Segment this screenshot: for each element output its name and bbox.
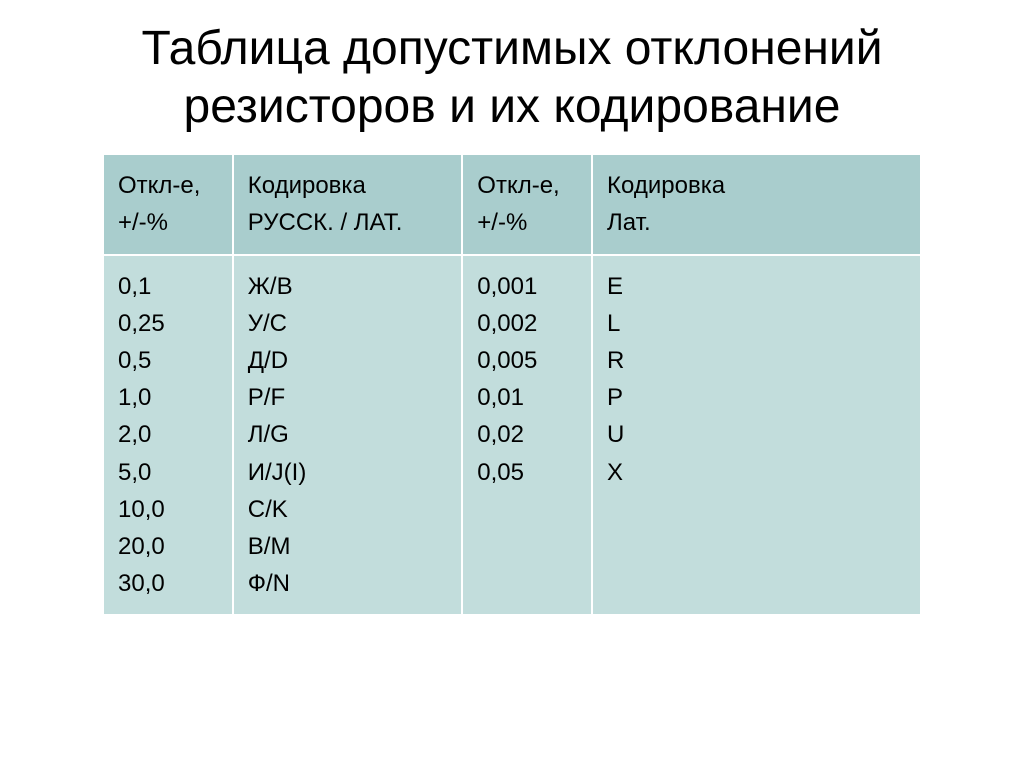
body-cell-encoding-rus-lat: Ж/BУ/CД/DР/FЛ/GИ/J(I)С/KВ/MФ/N bbox=[233, 255, 463, 616]
cell-value: 0,02 bbox=[477, 416, 577, 453]
cell-value: 0,1 bbox=[118, 268, 218, 305]
cell-value: Л/G bbox=[248, 416, 448, 453]
header-cell-deviation-2: Откл-е, +/-% bbox=[462, 154, 592, 254]
cell-value: 1,0 bbox=[118, 379, 218, 416]
header-line: +/-% bbox=[118, 204, 218, 241]
cell-value: 0,001 bbox=[477, 268, 577, 305]
body-cell-deviation-1: 0,10,250,51,02,05,010,020,030,0 bbox=[103, 255, 233, 616]
cell-value: X bbox=[607, 454, 906, 491]
cell-value: 30,0 bbox=[118, 565, 218, 602]
cell-value: 2,0 bbox=[118, 416, 218, 453]
cell-value: 20,0 bbox=[118, 528, 218, 565]
header-line: Кодировка bbox=[607, 167, 906, 204]
cell-value: 10,0 bbox=[118, 491, 218, 528]
cell-value: Д/D bbox=[248, 342, 448, 379]
cell-value: В/M bbox=[248, 528, 448, 565]
header-cell-encoding-rus-lat: Кодировка РУССК. / ЛАТ. bbox=[233, 154, 463, 254]
cell-value: 5,0 bbox=[118, 454, 218, 491]
cell-value: Р/F bbox=[248, 379, 448, 416]
cell-value: R bbox=[607, 342, 906, 379]
cell-value: 0,25 bbox=[118, 305, 218, 342]
cell-value: L bbox=[607, 305, 906, 342]
header-line: РУССК. / ЛАТ. bbox=[248, 204, 448, 241]
cell-value: 0,01 bbox=[477, 379, 577, 416]
header-line: Кодировка bbox=[248, 167, 448, 204]
table-body-row: 0,10,250,51,02,05,010,020,030,0 Ж/BУ/CД/… bbox=[103, 255, 921, 616]
cell-value: И/J(I) bbox=[248, 454, 448, 491]
cell-value: E bbox=[607, 268, 906, 305]
cell-value: 0,5 bbox=[118, 342, 218, 379]
header-line: Откл-е, bbox=[477, 167, 577, 204]
cell-value: Ф/N bbox=[248, 565, 448, 602]
table-header-row: Откл-е, +/-% Кодировка РУССК. / ЛАТ. Отк… bbox=[103, 154, 921, 254]
cell-value: 0,005 bbox=[477, 342, 577, 379]
cell-value: U bbox=[607, 416, 906, 453]
body-cell-encoding-lat: ELRPUX bbox=[592, 255, 921, 616]
cell-value: Ж/B bbox=[248, 268, 448, 305]
header-line: Лат. bbox=[607, 204, 906, 241]
header-cell-deviation-1: Откл-е, +/-% bbox=[103, 154, 233, 254]
page-title: Таблица допустимых отклонений резисторов… bbox=[50, 20, 974, 135]
cell-value: P bbox=[607, 379, 906, 416]
body-cell-deviation-2: 0,0010,0020,0050,010,020,05 bbox=[462, 255, 592, 616]
cell-value: 0,002 bbox=[477, 305, 577, 342]
header-line: +/-% bbox=[477, 204, 577, 241]
cell-value: С/K bbox=[248, 491, 448, 528]
cell-value: У/C bbox=[248, 305, 448, 342]
cell-value: 0,05 bbox=[477, 454, 577, 491]
header-line: Откл-е, bbox=[118, 167, 218, 204]
tolerance-table: Откл-е, +/-% Кодировка РУССК. / ЛАТ. Отк… bbox=[102, 153, 922, 616]
header-cell-encoding-lat: Кодировка Лат. bbox=[592, 154, 921, 254]
